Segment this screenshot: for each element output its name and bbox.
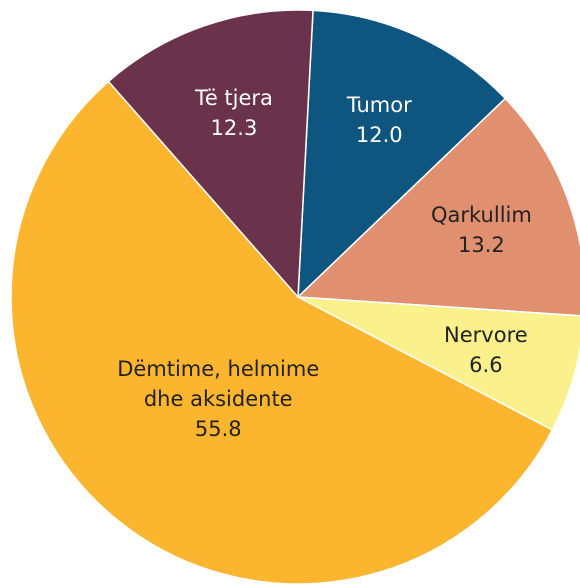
pie-slice: [107, 9, 314, 299]
pie-slice: [297, 9, 507, 299]
value-label: 13.2: [458, 233, 505, 258]
slice-label: Dëmtime, helmime dhe aksidente 55.8: [98, 354, 338, 444]
category-label: Qarkullim: [431, 203, 532, 228]
value-label: 6.6: [469, 352, 503, 377]
slice-label: Nervore 6.6: [411, 320, 561, 380]
slice-label: Qarkullim 13.2: [406, 200, 556, 260]
pie-slice: [10, 80, 554, 585]
pie-slice: [297, 296, 580, 431]
pie-slice: [296, 97, 580, 317]
value-label: 12.3: [210, 115, 258, 140]
value-label: 12.0: [355, 122, 403, 147]
slice-label: Të tjera 12.3: [159, 83, 309, 143]
value-label: 55.8: [194, 416, 242, 441]
category-label: Të tjera: [194, 85, 273, 110]
category-label: Nervore: [444, 322, 528, 347]
slice-label: Tumor 12.0: [304, 90, 454, 150]
category-label: Tumor: [346, 92, 412, 117]
category-label: Dëmtime, helmime dhe aksidente: [117, 356, 320, 411]
